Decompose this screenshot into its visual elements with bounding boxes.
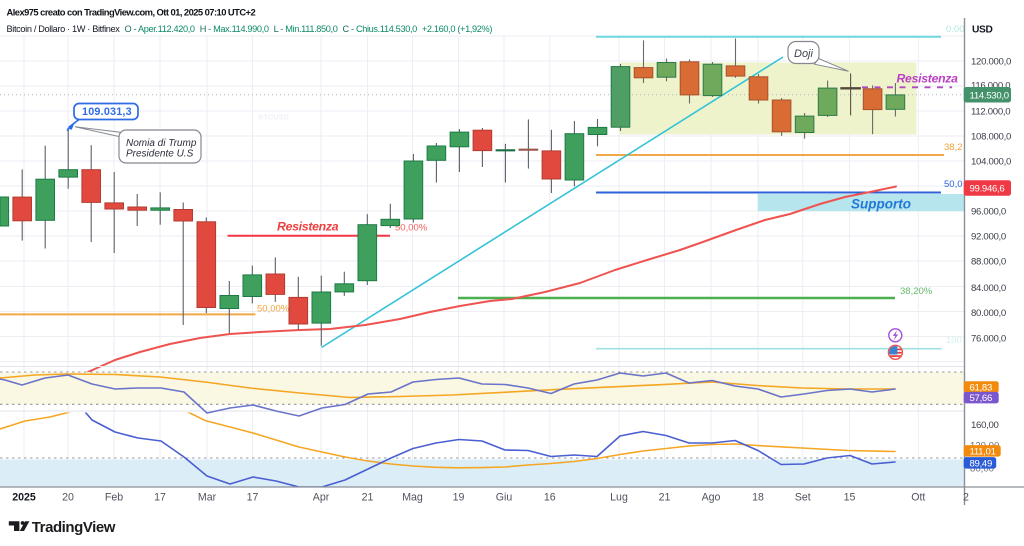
svg-text:116.000,0: 116.000,0 <box>971 81 1010 92</box>
svg-text:Feb: Feb <box>105 492 123 504</box>
svg-text:114.530,0: 114.530,0 <box>970 90 1009 101</box>
svg-text:109.031,3: 109.031,3 <box>82 106 132 118</box>
svg-text:50,0: 50,0 <box>944 179 963 190</box>
svg-text:Supporto: Supporto <box>851 197 911 212</box>
svg-text:Mar: Mar <box>198 492 217 504</box>
svg-text:TradingView: TradingView <box>32 519 116 536</box>
svg-text:18: 18 <box>752 492 764 504</box>
svg-text:57,66: 57,66 <box>970 393 993 404</box>
svg-text:76.000,0: 76.000,0 <box>971 334 1006 345</box>
svg-text:USD: USD <box>972 25 993 36</box>
svg-text:21: 21 <box>362 492 374 504</box>
svg-text:16: 16 <box>544 492 556 504</box>
svg-text:Lug: Lug <box>610 492 628 504</box>
svg-text:Set: Set <box>795 492 811 504</box>
svg-text:92.000,0: 92.000,0 <box>971 232 1006 243</box>
svg-text:111,01: 111,01 <box>970 446 996 457</box>
svg-text:108.000,0: 108.000,0 <box>971 132 1011 143</box>
svg-text:Alex975 creato con TradingView: Alex975 creato con TradingView.com, Ott … <box>7 7 256 18</box>
svg-text:99.946,6: 99.946,6 <box>970 184 1005 195</box>
svg-text:Presidente U.S: Presidente U.S <box>126 149 194 160</box>
svg-text:38,20%: 38,20% <box>900 286 933 297</box>
svg-text:120.000,0: 120.000,0 <box>971 57 1011 68</box>
svg-text:Giu: Giu <box>496 492 513 504</box>
svg-text:Resistenza: Resistenza <box>277 220 339 234</box>
svg-text:2: 2 <box>963 492 969 504</box>
svg-text:Nomia di Trump: Nomia di Trump <box>126 138 197 149</box>
svg-text:Bitcoin / Dollaro · 1W · Bitfi: Bitcoin / Dollaro · 1W · Bitfinex O - Ape… <box>7 24 493 34</box>
svg-text:38,2: 38,2 <box>944 142 963 153</box>
svg-text:0.00: 0.00 <box>946 24 965 35</box>
svg-text:15: 15 <box>844 492 856 504</box>
svg-text:Apr: Apr <box>313 492 330 504</box>
svg-text:50,00%: 50,00% <box>257 304 290 315</box>
svg-text:2025: 2025 <box>12 492 36 504</box>
svg-text:Mag: Mag <box>402 492 423 504</box>
svg-text:19: 19 <box>453 492 465 504</box>
svg-text:50,00%: 50,00% <box>395 223 428 234</box>
svg-text:61,83: 61,83 <box>970 383 993 394</box>
svg-text:17: 17 <box>247 492 259 504</box>
svg-text:112.000,0: 112.000,0 <box>971 107 1010 118</box>
svg-text:BTCUSD: BTCUSD <box>258 113 289 122</box>
svg-text:104.000,0: 104.000,0 <box>971 157 1011 168</box>
svg-text:Resistenza: Resistenza <box>897 72 959 86</box>
svg-text:80,00: 80,00 <box>970 464 994 475</box>
svg-text:89,49: 89,49 <box>970 458 993 469</box>
svg-text:Ago: Ago <box>702 492 721 504</box>
svg-text:96.000,0: 96.000,0 <box>971 207 1006 218</box>
svg-text:Ott: Ott <box>911 492 925 504</box>
svg-text:100: 100 <box>946 335 962 346</box>
svg-text:21: 21 <box>659 492 671 504</box>
svg-text:80.000,0: 80.000,0 <box>971 308 1006 319</box>
svg-text:20: 20 <box>62 492 74 504</box>
svg-text:84.000,0: 84.000,0 <box>971 283 1006 294</box>
svg-text:Doji: Doji <box>794 48 814 60</box>
svg-text:160,00: 160,00 <box>971 420 999 431</box>
svg-text:88.000,0: 88.000,0 <box>971 257 1006 268</box>
svg-text:17: 17 <box>154 492 166 504</box>
